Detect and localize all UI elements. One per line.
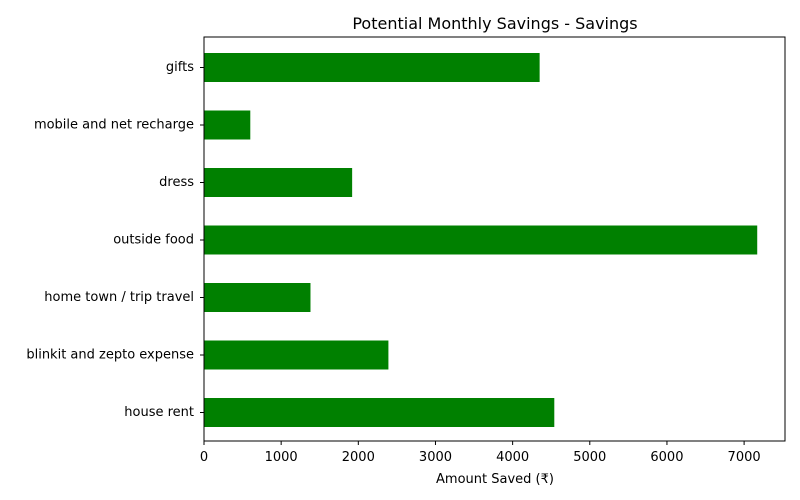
y-tick-label: house rent bbox=[124, 405, 194, 420]
y-tick-label: dress bbox=[159, 175, 194, 190]
bar-house-rent bbox=[204, 398, 555, 427]
x-tick-label: 0 bbox=[200, 450, 208, 465]
bar-home-town-trip-travel bbox=[204, 283, 311, 312]
x-tick-label: 2000 bbox=[342, 450, 375, 465]
bar-gifts bbox=[204, 53, 540, 82]
plot-frame bbox=[203, 36, 786, 442]
bar-outside-food bbox=[204, 225, 758, 255]
y-tick-label: mobile and net recharge bbox=[34, 118, 194, 133]
x-tick-label: 6000 bbox=[650, 450, 683, 465]
x-tick-label: 7000 bbox=[728, 450, 761, 465]
bars-group bbox=[204, 53, 758, 427]
x-tick-label: 5000 bbox=[573, 450, 606, 465]
y-tick-label: gifts bbox=[166, 60, 194, 75]
bar-mobile-and-net-recharge bbox=[204, 110, 251, 140]
y-axis-ticks: house rent blinkit and zepto expense home … bbox=[26, 60, 204, 420]
bar-dress bbox=[204, 168, 353, 197]
x-tick-label: 4000 bbox=[496, 450, 529, 465]
bar-blinkit-and-zepto-expense bbox=[204, 340, 389, 370]
y-tick-label: outside food bbox=[113, 233, 194, 248]
x-axis-title: Amount Saved (₹) bbox=[436, 472, 554, 487]
y-tick-label: blinkit and zepto expense bbox=[26, 348, 194, 363]
x-axis-ticks: 0 1000 2000 3000 4000 5000 6000 7000 bbox=[200, 441, 761, 465]
x-tick-label: 1000 bbox=[265, 450, 298, 465]
x-tick-label: 3000 bbox=[419, 450, 452, 465]
y-tick-label: home town / trip travel bbox=[44, 290, 194, 305]
chart-title: Potential Monthly Savings - Savings bbox=[352, 14, 637, 33]
